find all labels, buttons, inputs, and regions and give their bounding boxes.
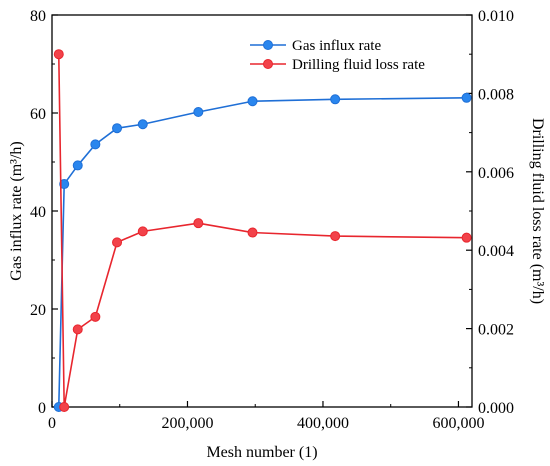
left-y-axis-ticks: 0 20 40 60 80 [30,8,58,417]
right-y-tick-label: 0.008 [478,86,514,103]
right-y-tick-label: 0.006 [478,165,514,182]
data-point-loss [90,311,101,322]
x-tick-label: 200,000 [161,415,213,432]
data-point-gas [90,139,101,150]
x-axis-ticks: 0 200,000 400,000 600,000 [48,401,484,432]
right-y-tick-label: 0.004 [478,243,514,260]
data-point-gas [247,96,258,107]
data-point-gas [193,107,204,118]
series-layer [53,49,472,412]
legend-label-loss: Drilling fluid loss rate [292,57,425,73]
data-point-gas [461,92,472,103]
left-y-tick-label: 20 [30,302,46,319]
right-y-axis-title: Drilling fluid loss rate (m³/h) [529,118,546,304]
data-point-loss [72,324,83,335]
right-y-tick-label: 0.000 [478,400,514,417]
x-axis-title: Mesh number (1) [206,444,317,461]
data-point-loss [193,218,204,229]
left-y-tick-label: 80 [30,8,46,25]
x-tick-label: 400,000 [297,415,349,432]
legend-marker-gas [263,40,273,50]
right-y-axis-ticks: 0.000 0.002 0.004 0.006 0.008 0.010 [466,8,514,417]
data-point-loss [53,49,64,60]
data-point-loss [330,231,341,242]
data-point-gas [112,123,123,134]
left-y-tick-label: 40 [30,204,46,221]
series-line-gas [57,97,467,408]
left-y-axis-title: Gas influx rate (m³/h) [8,141,25,280]
series-line-loss [57,54,467,408]
data-point-loss [461,232,472,243]
data-point-gas [137,119,148,130]
x-tick-label: 600,000 [432,415,484,432]
plot-frame [51,14,473,408]
data-point-loss [112,237,123,248]
x-tick-label: 0 [48,415,56,432]
legend-marker-loss [263,59,273,69]
data-point-gas [330,94,341,105]
data-point-loss [137,226,148,237]
data-point-loss [247,227,258,238]
data-point-gas [59,179,70,190]
right-y-tick-label: 0.010 [478,8,514,25]
data-point-gas [72,160,83,171]
data-point-loss [59,402,70,412]
left-y-tick-label: 0 [38,400,46,417]
left-y-tick-label: 60 [30,106,46,123]
legend-label-gas: Gas influx rate [292,38,381,54]
legend: Gas influx rate Drilling fluid loss rate [250,38,425,73]
right-y-tick-label: 0.002 [478,322,514,339]
